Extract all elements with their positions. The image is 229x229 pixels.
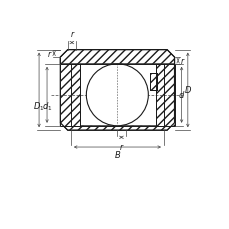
- Circle shape: [86, 65, 148, 126]
- Text: d: d: [178, 91, 183, 100]
- Polygon shape: [60, 50, 174, 65]
- Text: r: r: [119, 142, 123, 151]
- Text: r: r: [70, 30, 73, 39]
- Text: $d_1$: $d_1$: [42, 100, 52, 113]
- Polygon shape: [60, 65, 79, 126]
- Polygon shape: [60, 123, 174, 131]
- Text: r: r: [48, 50, 51, 59]
- Text: B: B: [114, 150, 120, 159]
- Polygon shape: [155, 65, 174, 126]
- Text: D: D: [184, 86, 190, 95]
- Text: r: r: [180, 57, 183, 66]
- Polygon shape: [149, 73, 156, 91]
- Text: $D_1$: $D_1$: [33, 100, 45, 113]
